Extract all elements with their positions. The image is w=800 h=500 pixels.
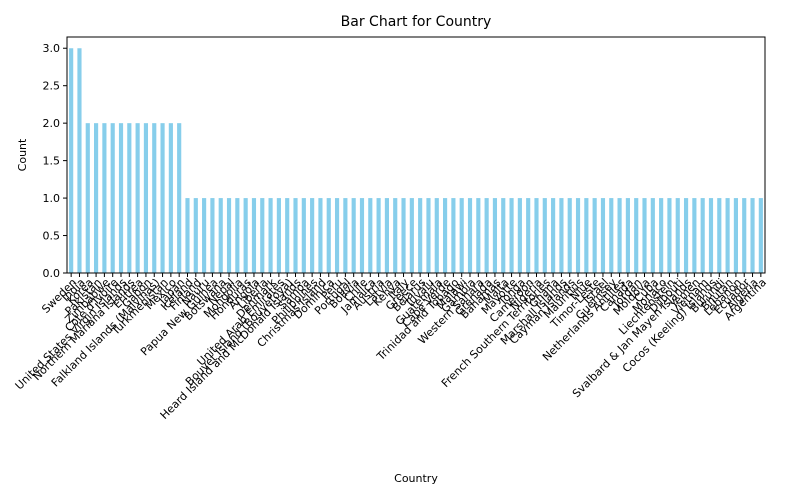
bar bbox=[584, 198, 589, 273]
y-tick-label: 0.5 bbox=[43, 230, 61, 243]
bar bbox=[285, 198, 290, 273]
bar bbox=[675, 198, 680, 273]
bar bbox=[708, 198, 714, 273]
bar bbox=[467, 198, 473, 273]
bar bbox=[359, 198, 365, 273]
bar bbox=[376, 198, 381, 273]
y-tick-label: 1.5 bbox=[43, 155, 61, 168]
bar bbox=[77, 48, 82, 273]
bar bbox=[617, 198, 622, 273]
bar bbox=[434, 198, 439, 273]
y-axis-label: Count bbox=[16, 138, 29, 171]
bar bbox=[310, 198, 315, 273]
bar bbox=[94, 123, 99, 274]
y-tick-label: 2.0 bbox=[43, 117, 61, 130]
bar bbox=[326, 198, 331, 273]
bar bbox=[160, 123, 165, 274]
bar bbox=[625, 198, 630, 273]
bar bbox=[143, 123, 149, 274]
bar bbox=[725, 198, 730, 273]
bar bbox=[393, 198, 398, 273]
bar bbox=[226, 198, 232, 273]
bar bbox=[102, 123, 107, 274]
x-axis-label: Country bbox=[394, 472, 438, 485]
bar bbox=[733, 198, 738, 273]
bar bbox=[501, 198, 506, 273]
bar bbox=[542, 198, 547, 273]
bar bbox=[700, 198, 705, 273]
bar bbox=[268, 198, 273, 273]
bar bbox=[667, 198, 672, 273]
bar bbox=[600, 198, 606, 273]
bar bbox=[717, 198, 722, 273]
bar bbox=[202, 198, 207, 273]
bar bbox=[276, 198, 281, 273]
bar bbox=[351, 198, 356, 273]
bar bbox=[517, 198, 522, 273]
bar bbox=[509, 198, 514, 273]
bar bbox=[592, 198, 597, 273]
bar bbox=[243, 198, 248, 273]
bar bbox=[235, 198, 240, 273]
bar bbox=[484, 198, 489, 273]
bar bbox=[135, 123, 140, 274]
bar bbox=[185, 198, 190, 273]
bar bbox=[750, 198, 755, 273]
bar bbox=[459, 198, 464, 273]
bar bbox=[401, 198, 406, 273]
bar bbox=[692, 198, 697, 273]
y-tick-label: 2.5 bbox=[43, 80, 61, 93]
bar bbox=[642, 198, 647, 273]
bar bbox=[409, 198, 414, 273]
bar bbox=[492, 198, 498, 273]
y-tick-label: 1.0 bbox=[43, 192, 61, 205]
bar bbox=[343, 198, 348, 273]
bar bbox=[368, 198, 373, 273]
bar bbox=[210, 198, 215, 273]
bar bbox=[659, 198, 664, 273]
y-tick-label: 0.0 bbox=[43, 267, 61, 280]
bar bbox=[758, 198, 763, 273]
chart-title: Bar Chart for Country bbox=[341, 14, 492, 30]
bar bbox=[177, 123, 182, 274]
bar bbox=[334, 198, 340, 273]
bar bbox=[634, 198, 639, 273]
bar bbox=[567, 198, 572, 273]
bar bbox=[451, 198, 456, 273]
bar bbox=[534, 198, 539, 273]
bar bbox=[127, 123, 132, 274]
bar bbox=[650, 198, 655, 273]
bar bbox=[260, 198, 265, 273]
bar bbox=[526, 198, 531, 273]
bar bbox=[609, 198, 614, 273]
bar bbox=[559, 198, 564, 273]
bar bbox=[318, 198, 323, 273]
bar bbox=[742, 198, 747, 273]
bar bbox=[418, 198, 423, 273]
bar bbox=[443, 198, 448, 273]
bar bbox=[293, 198, 298, 273]
bar bbox=[575, 198, 581, 273]
bar bbox=[85, 123, 90, 274]
plot-frame bbox=[66, 36, 766, 274]
bar bbox=[426, 198, 431, 273]
bar bbox=[683, 198, 689, 273]
bar bbox=[110, 123, 115, 274]
bar bbox=[168, 123, 173, 274]
bar bbox=[301, 198, 306, 273]
bar bbox=[152, 123, 157, 274]
bar bbox=[476, 198, 481, 273]
bar bbox=[193, 198, 198, 273]
bar bbox=[384, 198, 389, 273]
bar bbox=[69, 48, 74, 273]
bar bbox=[218, 198, 223, 273]
bar bbox=[251, 198, 257, 273]
y-tick-label: 3.0 bbox=[43, 42, 61, 55]
bar bbox=[118, 123, 124, 274]
bar bbox=[551, 198, 556, 273]
